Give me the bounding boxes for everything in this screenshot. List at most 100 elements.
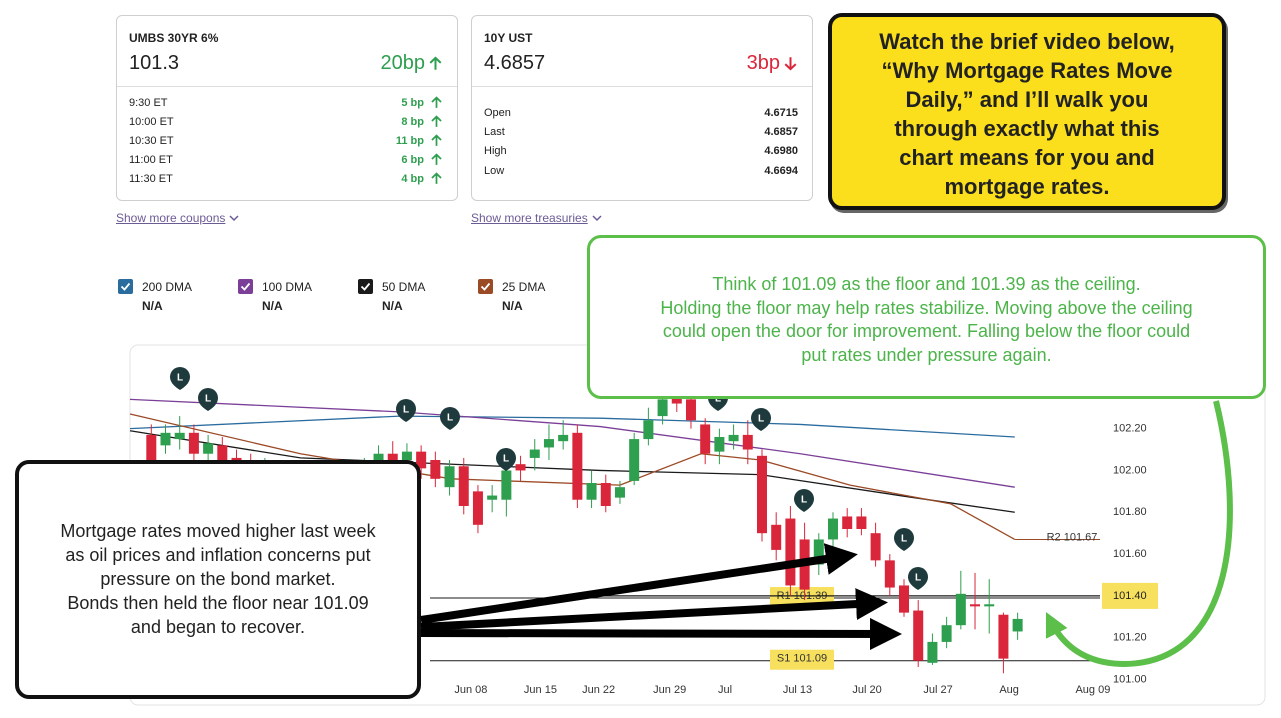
quote-card: 10Y UST 4.6857 3bp Open 4.6715 Last 4.6857 High… (471, 15, 813, 201)
row-label: 11:30 ET (129, 172, 173, 185)
text-line: Mortgage rates moved higher last week (60, 521, 376, 541)
separator (472, 86, 812, 87)
arrow-icon (429, 56, 442, 70)
news-marker (908, 567, 928, 590)
link-text[interactable]: Show more treasuries (471, 211, 588, 225)
candle-body (884, 560, 895, 588)
check (480, 282, 491, 291)
candle-body (614, 487, 625, 498)
card-value: 4.6857 (484, 52, 546, 74)
candle-body (401, 451, 412, 460)
candle-body (160, 432, 171, 446)
candle-body (373, 453, 384, 460)
candle-body (941, 625, 952, 642)
text-line: pressure on the bond market. (100, 569, 336, 589)
news-marker (894, 528, 914, 551)
arrow-icon (431, 153, 442, 165)
text-line: Think of 101.09 as the floor and 101.39 … (712, 274, 1141, 294)
link-text[interactable]: Show more coupons (116, 211, 226, 225)
card-change: 20bp (381, 52, 444, 75)
show-more-link[interactable]: Show more coupons (116, 211, 239, 225)
candle-body (756, 455, 767, 534)
legend-value: N/A (382, 299, 403, 313)
arrow-icon (784, 57, 797, 71)
level-label: R2 101.67 (1047, 531, 1098, 543)
candle-body (217, 445, 228, 460)
legend-checkbox[interactable] (238, 279, 253, 294)
legend-checkbox[interactable] (478, 279, 493, 294)
candle-body (913, 610, 924, 661)
candle-body (203, 443, 214, 454)
news-marker-label: L (177, 373, 183, 384)
card-row: Last 4.6857 (484, 122, 798, 141)
legend-checkbox[interactable] (358, 279, 373, 294)
check (240, 282, 251, 291)
news-marker-label: L (758, 414, 764, 425)
candle-body (558, 434, 569, 442)
candle-body (529, 449, 540, 458)
y-tick-label: 101.20 (1113, 632, 1147, 644)
arrow-icon (431, 115, 442, 127)
text-line: as oil prices and inflation concerns put (65, 545, 371, 565)
note-box: Think of 101.09 as the floor and 101.39 … (587, 235, 1266, 399)
card-row: 9:30 ET 5 bp (129, 93, 443, 112)
row-label: 10:00 ET (129, 115, 174, 128)
arrow-icon (431, 96, 442, 108)
candle-body (714, 437, 725, 452)
row-label: 9:30 ET (129, 96, 168, 109)
chevron (592, 215, 602, 222)
candle-body (600, 483, 611, 506)
news-marker-label: L (715, 394, 721, 405)
row-value-text: 11 bp (395, 134, 424, 147)
row-label: 10:30 ET (129, 134, 174, 147)
legend-name: 50 DMA (382, 280, 426, 294)
row-value: 11 bp (396, 134, 443, 147)
candle-body (174, 432, 185, 440)
row-value-text: 6 bp (401, 153, 424, 166)
candle-body (927, 641, 938, 663)
check (120, 282, 131, 291)
dma-line (129, 415, 1015, 438)
card-row: 10:00 ET 8 bp (129, 112, 443, 131)
candle-body (146, 434, 157, 460)
candle-body (671, 395, 682, 404)
row-value: 6 bp (401, 153, 443, 166)
row-value-text: 8 bp (401, 115, 424, 128)
text-line: Holding the floor may help rates stabili… (660, 297, 1193, 318)
candle-body (899, 585, 910, 613)
candle-body (501, 470, 512, 500)
dma-line (129, 398, 1015, 488)
candle-body (984, 604, 995, 607)
card-row: Open 4.6715 (484, 103, 798, 122)
news-marker-label: L (447, 413, 453, 424)
row-value: 4.6694 (764, 165, 798, 177)
row-value-text: 4.6715 (764, 106, 798, 119)
candle-body (387, 453, 398, 465)
text-line: Bonds then held the floor near 101.09 (67, 593, 369, 613)
text-line: chart means for you and (899, 145, 1155, 170)
y-tick-label: 102.00 (1113, 464, 1147, 476)
candle-body (543, 439, 554, 448)
show-more-link[interactable]: Show more treasuries (471, 211, 602, 225)
legend-name: 100 DMA (262, 280, 313, 294)
candle-body (487, 495, 498, 500)
legend-value: N/A (142, 299, 163, 313)
separator (117, 86, 457, 87)
legend-name: 200 DMA (142, 280, 193, 294)
news-marker (198, 388, 218, 411)
text-line: through exactly what this (894, 116, 1160, 141)
arrow-icon (431, 134, 442, 146)
row-value: 8 bp (401, 115, 443, 128)
row-value-text: 4 bp (401, 172, 424, 185)
news-marker-label: L (915, 573, 921, 584)
row-value: 4 bp (401, 172, 443, 185)
x-tick-label: Jul (718, 684, 732, 696)
candle-body (472, 491, 483, 525)
news-marker (496, 448, 516, 471)
legend-name: 25 DMA (502, 280, 546, 294)
card-title: 10Y UST (484, 31, 533, 45)
legend-checkbox[interactable] (118, 279, 133, 294)
news-marker (440, 407, 460, 430)
row-value-text: 5 bp (401, 96, 424, 109)
